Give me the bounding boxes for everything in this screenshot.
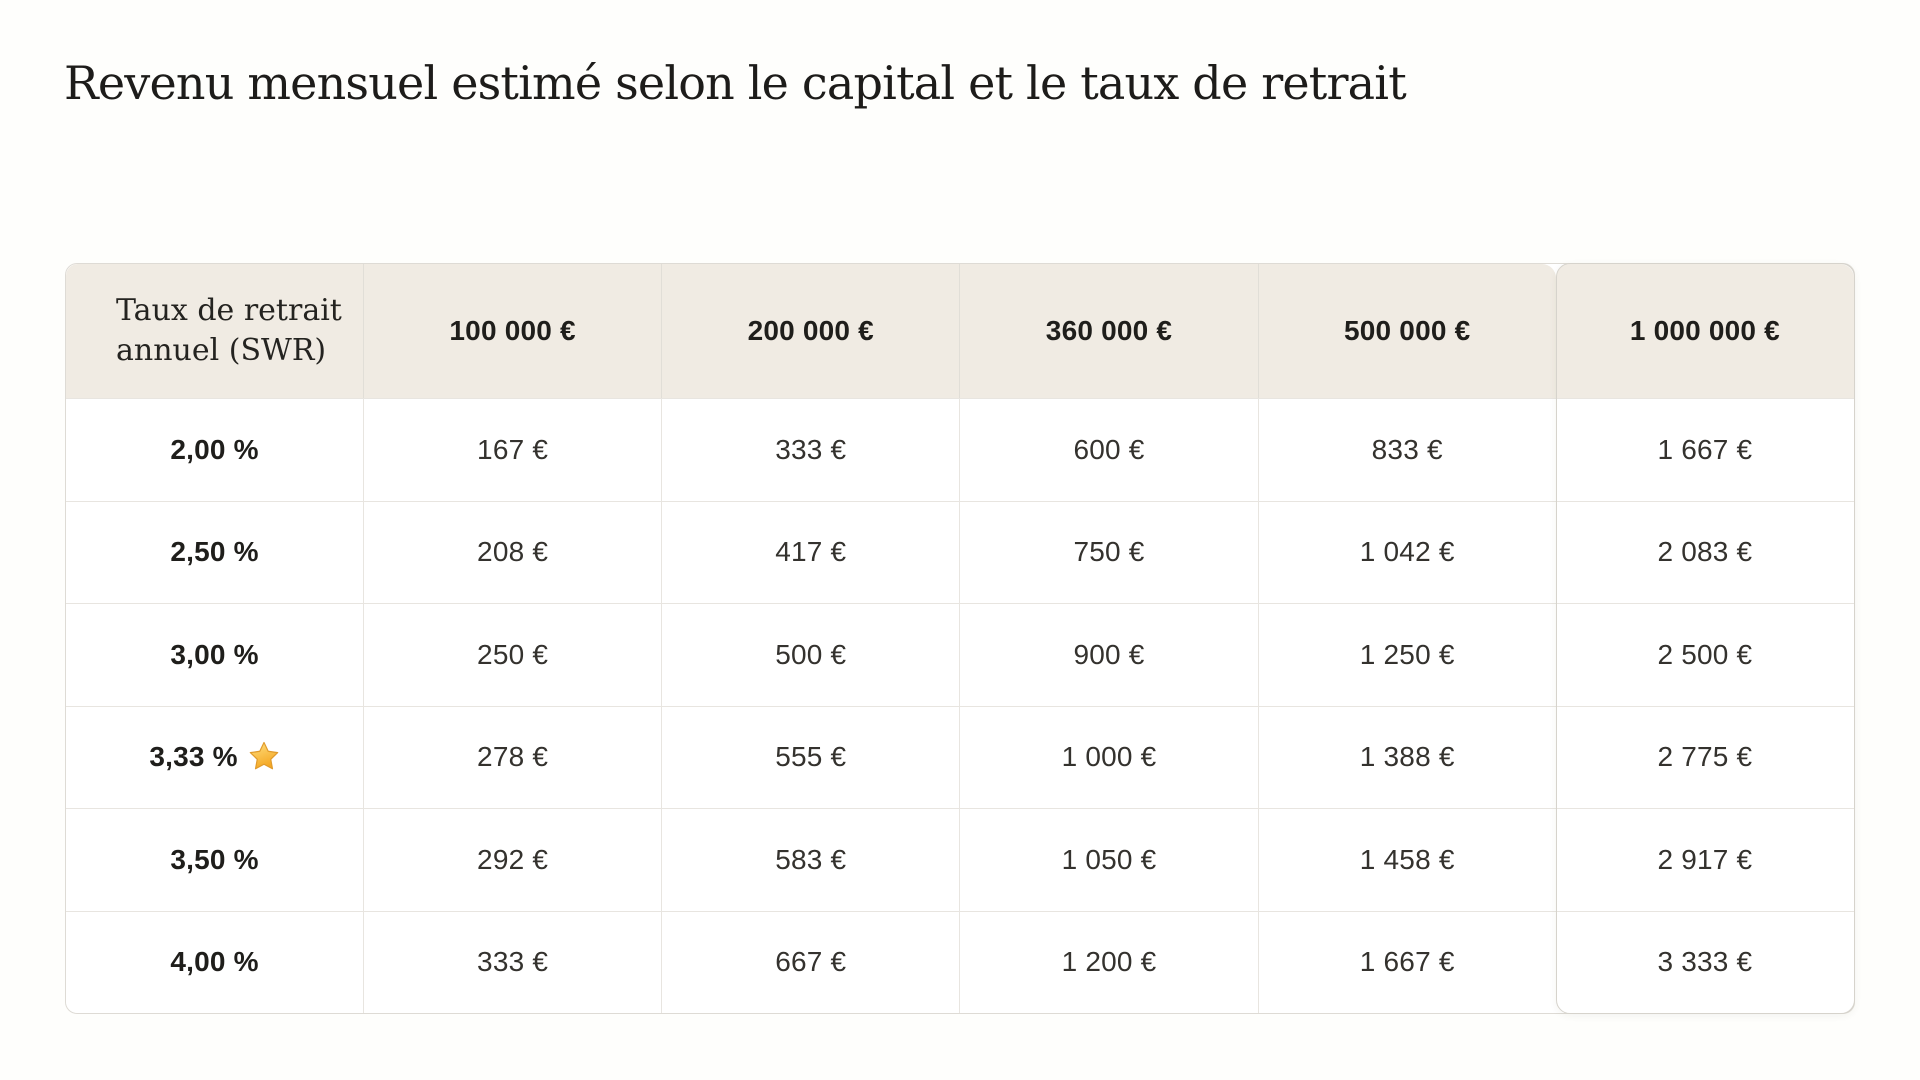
value-cell: 2 917 € (1555, 808, 1854, 911)
value-cell: 2 083 € (1555, 500, 1854, 603)
rate-label: 3,33 % (149, 741, 238, 773)
value-cell: 1 050 € (959, 808, 1258, 911)
value-cell: 1 042 € (1257, 500, 1556, 603)
rate-cell: 2,50 % (66, 500, 363, 603)
value-cell: 417 € (661, 500, 960, 603)
value-cell: 208 € (363, 500, 662, 603)
value-cell: 333 € (363, 910, 662, 1013)
value-cell: 600 € (959, 398, 1258, 501)
rate-cell: 3,50 % (66, 808, 363, 911)
rate-column-header: Taux de retrait annuel (SWR) (66, 264, 363, 398)
value-cell: 1 200 € (959, 910, 1258, 1013)
value-cell: 1 458 € (1257, 808, 1556, 911)
value-cell: 250 € (363, 603, 662, 706)
capital-header-1m: 1 000 000 € (1555, 264, 1854, 398)
capital-header-100k: 100 000 € (363, 264, 662, 398)
rate-cell: 2,00 % (66, 398, 363, 501)
value-cell: 583 € (661, 808, 960, 911)
value-cell: 555 € (661, 705, 960, 808)
value-cell: 1 250 € (1257, 603, 1556, 706)
rate-cell-starred: 3,33 % (66, 705, 363, 808)
value-cell: 167 € (363, 398, 662, 501)
value-cell: 667 € (661, 910, 960, 1013)
capital-header-500k: 500 000 € (1257, 264, 1556, 398)
value-cell: 333 € (661, 398, 960, 501)
table-grid: Taux de retrait annuel (SWR) 100 000 € 2… (65, 263, 1855, 1014)
star-icon (248, 740, 280, 772)
value-cell: 1 388 € (1257, 705, 1556, 808)
value-cell: 900 € (959, 603, 1258, 706)
rate-column-header-line2: annuel (SWR) (116, 333, 327, 368)
value-cell: 500 € (661, 603, 960, 706)
value-cell: 278 € (363, 705, 662, 808)
value-cell: 2 500 € (1555, 603, 1854, 706)
value-cell: 2 775 € (1555, 705, 1854, 808)
value-cell: 292 € (363, 808, 662, 911)
value-cell: 1 667 € (1257, 910, 1556, 1013)
value-cell: 833 € (1257, 398, 1556, 501)
rate-cell: 4,00 % (66, 910, 363, 1013)
rate-cell: 3,00 % (66, 603, 363, 706)
rate-column-header-line1: Taux de retrait (116, 293, 342, 329)
value-cell: 1 667 € (1555, 398, 1854, 501)
capital-header-360k: 360 000 € (959, 264, 1258, 398)
value-cell: 3 333 € (1555, 910, 1854, 1013)
value-cell: 1 000 € (959, 705, 1258, 808)
capital-header-200k: 200 000 € (661, 264, 960, 398)
swr-income-table: Taux de retrait annuel (SWR) 100 000 € 2… (65, 263, 1855, 1014)
value-cell: 750 € (959, 500, 1258, 603)
page-title: Revenu mensuel estimé selon le capital e… (64, 56, 1407, 110)
